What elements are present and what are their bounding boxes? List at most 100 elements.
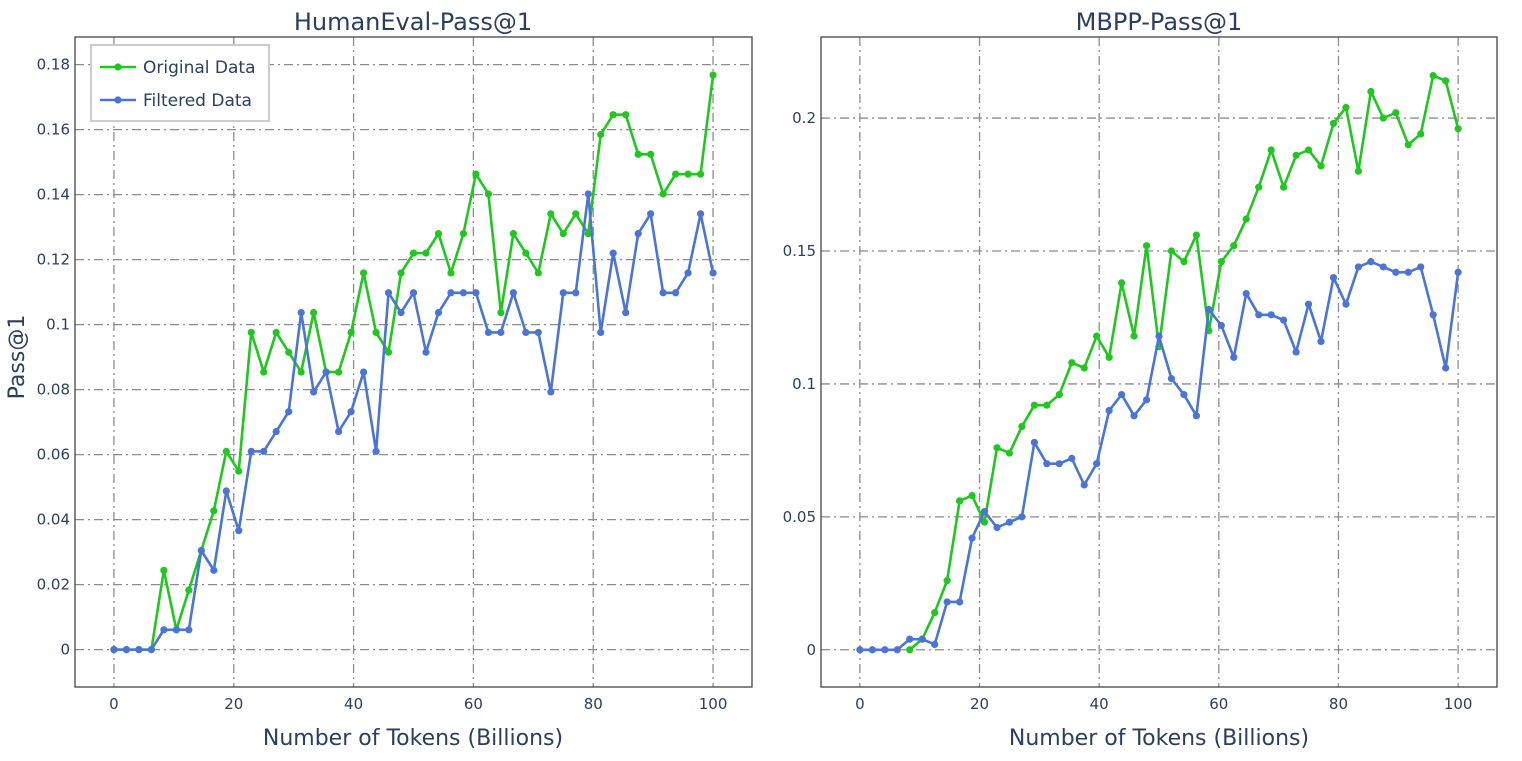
data-point — [622, 309, 630, 317]
data-point — [1242, 215, 1250, 223]
x-axis-label: Number of Tokens (Billions) — [1009, 726, 1309, 751]
data-point — [893, 646, 901, 654]
data-point — [347, 328, 355, 337]
data-point — [597, 130, 605, 139]
data-point — [672, 170, 680, 178]
data-point — [856, 646, 864, 654]
data-point — [1404, 268, 1412, 276]
data-point — [868, 646, 876, 654]
data-point — [210, 566, 218, 574]
data-point — [409, 249, 418, 257]
y-tick-label: 0.18 — [37, 56, 70, 74]
chart-title: HumanEval-Pass@1 — [294, 8, 532, 36]
data-point — [1367, 87, 1375, 96]
data-point — [272, 328, 280, 337]
data-point — [931, 608, 939, 617]
data-point — [918, 635, 926, 643]
data-point — [1317, 162, 1325, 170]
data-point — [1030, 438, 1038, 447]
data-point — [272, 427, 280, 436]
data-point — [434, 309, 443, 317]
data-point — [1192, 412, 1200, 420]
data-point — [1093, 332, 1101, 340]
data-point — [1280, 183, 1288, 191]
data-point — [906, 646, 914, 654]
data-point — [484, 190, 492, 198]
data-point — [459, 289, 468, 297]
data-point — [1442, 364, 1450, 372]
data-point — [310, 309, 318, 317]
data-point — [1018, 513, 1026, 521]
data-point — [956, 598, 964, 606]
data-point — [297, 368, 305, 376]
data-point — [310, 388, 318, 396]
x-tick-label: 40 — [344, 695, 363, 713]
data-point — [943, 577, 951, 585]
data-point — [1429, 311, 1437, 319]
data-point — [943, 598, 951, 606]
data-point — [260, 368, 268, 376]
data-point — [1068, 454, 1076, 462]
data-point — [509, 230, 517, 238]
data-point — [1142, 396, 1151, 404]
data-point — [335, 368, 343, 376]
data-point — [135, 646, 143, 654]
data-point — [484, 328, 492, 337]
y-tick-label: 0.1 — [46, 316, 70, 334]
data-point — [547, 388, 555, 396]
data-point — [1392, 109, 1400, 117]
data-point — [1080, 481, 1088, 489]
y-tick-label: 0.2 — [792, 109, 816, 127]
data-point — [1142, 242, 1151, 250]
data-point — [447, 289, 455, 297]
y-tick-label: 0.04 — [37, 511, 70, 529]
data-point — [1167, 375, 1176, 383]
data-point — [968, 534, 976, 542]
legend-swatch-marker — [114, 96, 122, 104]
data-point — [1105, 353, 1113, 361]
data-point — [956, 497, 964, 505]
data-point — [906, 635, 914, 643]
data-point — [647, 150, 655, 158]
data-point — [147, 646, 155, 654]
data-point — [422, 348, 430, 356]
data-point — [384, 348, 393, 356]
y-tick-label: 0.12 — [37, 251, 70, 269]
chart-mbpp: MBPP-Pass@1 Number of Tokens (Billions) … — [783, 8, 1498, 751]
data-point — [672, 289, 680, 297]
data-point — [222, 487, 230, 495]
data-point — [622, 111, 630, 119]
data-point — [359, 368, 368, 376]
data-point — [322, 368, 330, 376]
data-point — [497, 309, 505, 317]
data-point — [659, 289, 667, 297]
data-point — [1130, 412, 1138, 420]
x-tick-label: 80 — [1329, 695, 1348, 713]
data-point — [980, 507, 989, 516]
data-point — [122, 646, 131, 654]
x-tick-label: 20 — [970, 695, 989, 713]
data-point — [422, 249, 430, 257]
y-tick-label: 0.05 — [783, 508, 816, 526]
data-point — [1180, 390, 1188, 399]
x-tick-label: 20 — [224, 695, 243, 713]
legend-label: Original Data — [143, 58, 256, 78]
data-point — [1292, 151, 1300, 159]
y-axis-label: Pass@1 — [5, 315, 30, 400]
data-point — [1379, 114, 1387, 122]
x-tick-label: 100 — [1444, 695, 1473, 713]
data-point — [609, 249, 617, 257]
data-point — [1267, 146, 1275, 154]
data-point — [609, 111, 617, 119]
data-point — [1192, 231, 1200, 239]
data-point — [297, 309, 305, 317]
chart-humaneval: HumanEval-Pass@1 Pass@1 Number of Tokens… — [5, 8, 753, 751]
y-tick-label: 0 — [806, 641, 816, 659]
data-point — [980, 518, 989, 526]
data-point — [1093, 460, 1101, 468]
data-point — [684, 269, 692, 277]
data-point — [968, 491, 976, 500]
data-point — [384, 289, 393, 297]
data-point — [1304, 300, 1313, 308]
data-point — [1118, 279, 1126, 287]
